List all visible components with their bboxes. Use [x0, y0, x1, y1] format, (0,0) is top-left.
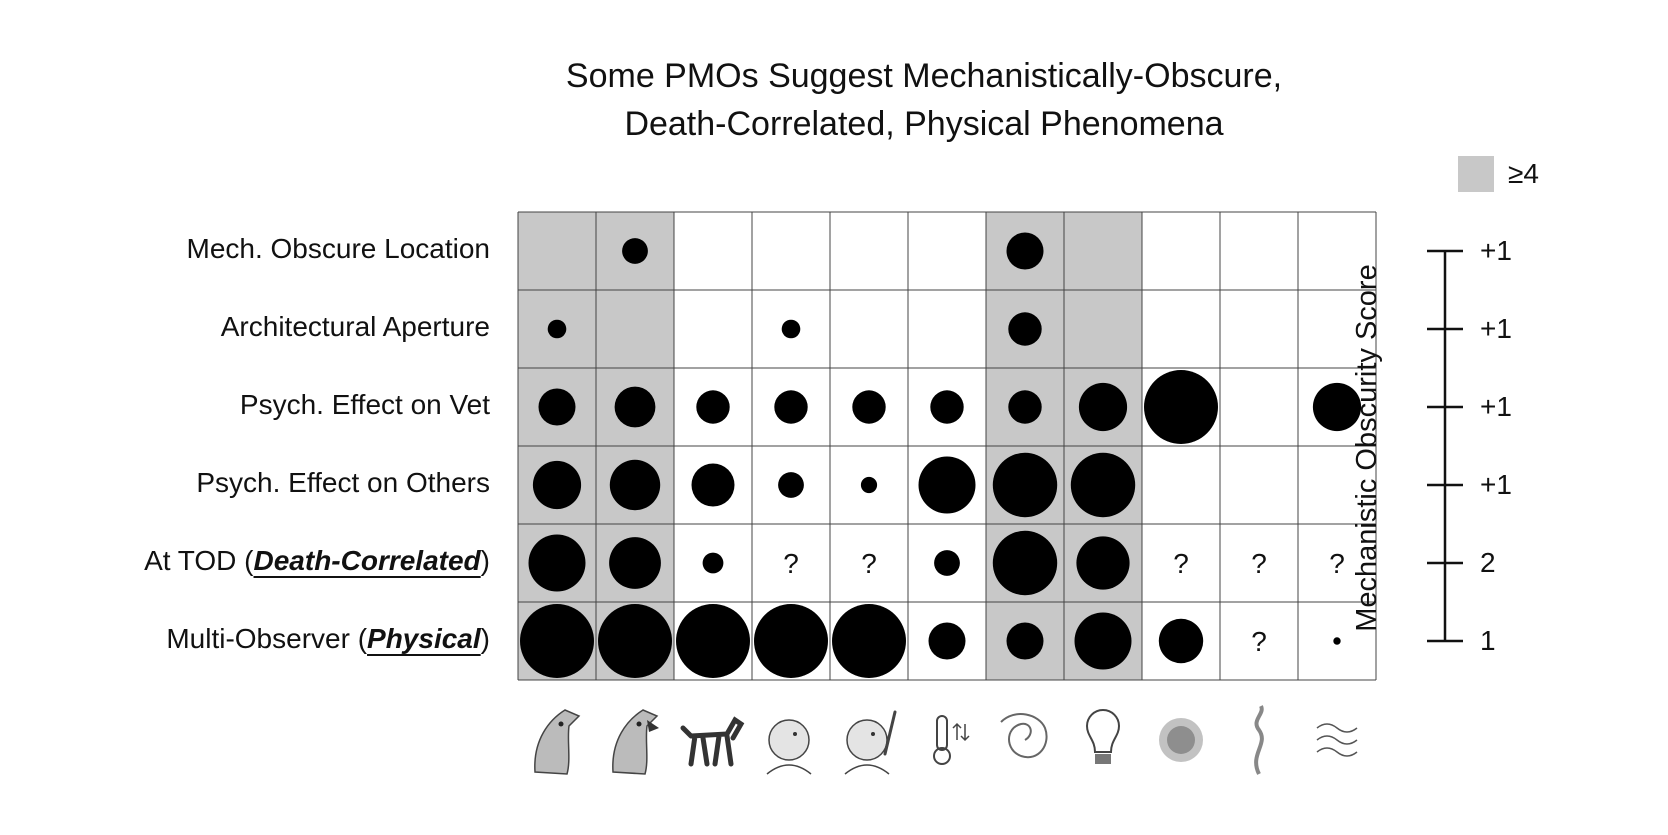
bubble: [696, 390, 730, 424]
row-label-emphasis: Physical: [367, 623, 481, 654]
row-label: Architectural Aperture: [221, 310, 490, 344]
bubble: [1158, 618, 1204, 664]
chart-title-line-1: Some PMOs Suggest Mechanistically-Obscur…: [565, 57, 1283, 95]
row-label-text: Mech. Obscure Location: [186, 233, 491, 264]
bubble: [781, 319, 801, 339]
bubble: [691, 463, 735, 507]
bubble: [934, 550, 960, 576]
score-label: 1: [1480, 625, 1496, 656]
bubble: [609, 459, 661, 511]
row-label-suffix: ): [480, 545, 490, 576]
bubble: [1008, 312, 1042, 346]
smoke-wisp-icon: [1254, 705, 1264, 775]
bubble: [1078, 382, 1128, 432]
row-label: At TOD (Death-Correlated): [144, 544, 490, 578]
bubble: [547, 319, 567, 339]
row-label-text: Multi-Observer (: [166, 623, 368, 654]
unknown-marker: ?: [1173, 548, 1189, 579]
score-label: +1: [1480, 313, 1512, 344]
blur-orb-icon: [1159, 718, 1203, 762]
bubble: [1312, 382, 1362, 432]
light-bulb-icon: [1085, 709, 1121, 764]
bubble: [676, 604, 750, 678]
row-label: Psych. Effect on Vet: [240, 388, 490, 422]
score-label: +1: [1480, 391, 1512, 422]
bubble: [754, 604, 828, 678]
bubble: [702, 552, 724, 574]
wavy-lines-icon: [1316, 723, 1358, 757]
row-label-emphasis: Death-Correlated: [253, 545, 481, 576]
row-label-text: Architectural Aperture: [220, 311, 490, 342]
row-label-text: Psych. Effect on Vet: [239, 389, 490, 420]
bubble: [1006, 622, 1044, 660]
row-label: Multi-Observer (Physical): [166, 622, 490, 656]
bubble: [928, 622, 966, 660]
legend-swatch: [1458, 156, 1494, 192]
bubble: [832, 604, 906, 678]
baby-pointing-icon: [844, 710, 897, 775]
bubble: [992, 452, 1058, 518]
dog-barking-icon: [612, 709, 659, 775]
bubble: [528, 534, 586, 592]
bubble: [614, 386, 656, 428]
thermometer-icon: [933, 715, 970, 765]
row-label-text: Psych. Effect on Others: [196, 467, 490, 498]
score-label: +1: [1480, 235, 1512, 266]
bubble: [1076, 536, 1130, 590]
bubble: [930, 390, 964, 424]
chart-title-line-2: Death-Correlated, Physical Phenomena: [624, 105, 1224, 143]
bubble: [1144, 370, 1218, 444]
bubble: [1008, 390, 1042, 424]
unknown-marker: ?: [861, 548, 877, 579]
bubble: [860, 476, 878, 494]
bubble: [992, 530, 1058, 596]
baby-looking-up-icon: [766, 719, 812, 775]
bubble: [1006, 232, 1044, 270]
score-label: 2: [1480, 547, 1496, 578]
unknown-marker: ?: [783, 548, 799, 579]
unknown-marker: ?: [1251, 548, 1267, 579]
dog-howling-icon: [534, 709, 581, 775]
bubble: [1333, 637, 1341, 645]
row-label-text: At TOD (: [144, 545, 254, 576]
bubble: [852, 390, 886, 424]
bubble: [538, 388, 576, 426]
swirl-icon: [1000, 713, 1048, 759]
bubble: [918, 456, 976, 514]
dog-walking-icon: [680, 716, 745, 767]
score-label: +1: [1480, 469, 1512, 500]
row-label-suffix: ): [480, 623, 490, 654]
axis-title: Mechanistic Obscurity Score: [1351, 264, 1383, 632]
row-label: Mech. Obscure Location: [187, 232, 491, 266]
bubble: [520, 604, 594, 678]
bubble: [609, 537, 661, 589]
bubble: [598, 604, 672, 678]
unknown-marker: ?: [1251, 626, 1267, 657]
row-label: Psych. Effect on Others: [196, 466, 490, 500]
legend-label: ≥4: [1508, 158, 1539, 189]
bubble: [778, 472, 804, 498]
bubble: [532, 460, 582, 510]
bubble: [622, 238, 648, 264]
bubble: [1070, 452, 1136, 518]
bubble: [1074, 612, 1132, 670]
unknown-marker: ?: [1329, 548, 1345, 579]
bubble: [774, 390, 808, 424]
